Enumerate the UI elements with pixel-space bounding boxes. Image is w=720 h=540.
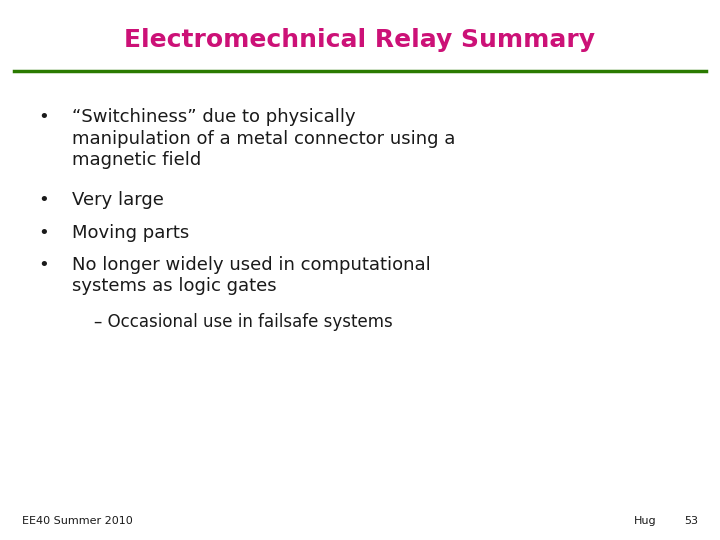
Text: Very large: Very large bbox=[72, 191, 164, 210]
Text: No longer widely used in computational
systems as logic gates: No longer widely used in computational s… bbox=[72, 255, 431, 295]
Text: EE40 Summer 2010: EE40 Summer 2010 bbox=[22, 516, 132, 526]
Text: “Switchiness” due to physically
manipulation of a metal connector using a
magnet: “Switchiness” due to physically manipula… bbox=[72, 108, 455, 169]
Text: – Occasional use in failsafe systems: – Occasional use in failsafe systems bbox=[94, 313, 392, 332]
Text: 53: 53 bbox=[685, 516, 698, 526]
Text: Electromechnical Relay Summary: Electromechnical Relay Summary bbox=[125, 29, 595, 52]
Text: •: • bbox=[38, 224, 48, 241]
Text: Moving parts: Moving parts bbox=[72, 224, 189, 241]
Text: •: • bbox=[38, 108, 48, 126]
Text: •: • bbox=[38, 255, 48, 274]
Text: •: • bbox=[38, 191, 48, 210]
Text: Hug: Hug bbox=[634, 516, 656, 526]
